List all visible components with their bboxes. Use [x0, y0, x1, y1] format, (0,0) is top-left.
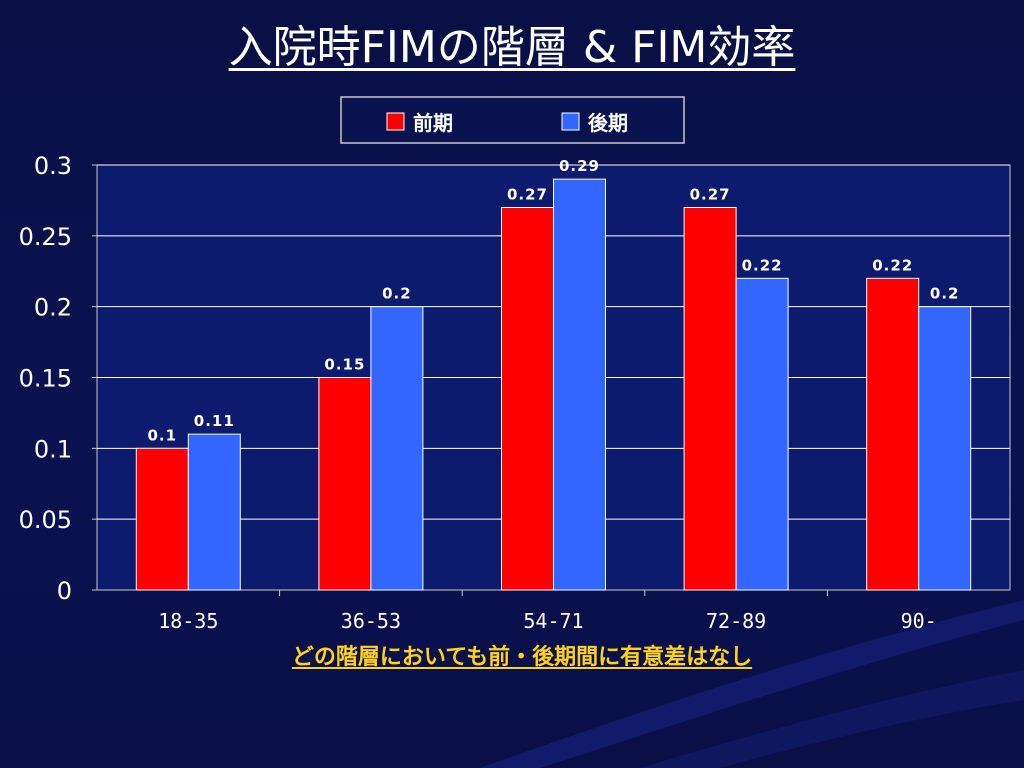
- legend-label-kouki: 後期: [588, 111, 628, 135]
- data-label: 0.2: [382, 285, 412, 303]
- bar-kouki-36-53: [370, 306, 424, 591]
- data-label: 0.22: [742, 256, 783, 274]
- x-tick-label: 18-35: [158, 609, 218, 633]
- bar-kouki-72-89: [735, 277, 789, 591]
- y-tick-label: 0.2: [34, 294, 72, 322]
- x-tick-label: 36-53: [341, 609, 401, 633]
- bar-kouki-90-: [918, 306, 972, 591]
- footnote: どの階層においても前・後期間に有意差はなし: [291, 645, 753, 670]
- bar-kouki-18-35: [187, 433, 241, 591]
- legend-swatch-zenki: [386, 112, 405, 131]
- y-tick-label: 0.25: [19, 223, 72, 251]
- bar-kouki-54-71: [553, 178, 606, 591]
- data-label: 0.11: [194, 412, 235, 430]
- data-label: 0.2: [930, 285, 960, 303]
- data-label: 0.29: [559, 157, 600, 175]
- y-tick-label: 0: [57, 577, 72, 605]
- data-label: 0.1: [148, 426, 178, 444]
- x-tick-label: 54-71: [523, 609, 583, 633]
- y-tick-label: 0.1: [34, 435, 72, 463]
- y-tick-label: 0.15: [19, 365, 72, 393]
- data-label: 0.22: [872, 256, 913, 274]
- x-tick-label: 72-89: [706, 609, 766, 633]
- bar-zenki-72-89: [683, 207, 737, 591]
- data-label: 0.27: [690, 186, 731, 204]
- bar-zenki-18-35: [135, 447, 189, 591]
- y-tick-label: 0.05: [19, 506, 72, 534]
- y-tick-label: 0.3: [34, 152, 72, 180]
- x-tick-label: 90-: [901, 609, 937, 633]
- bar-zenki-90-: [866, 277, 920, 591]
- legend-swatch-kouki: [561, 112, 580, 131]
- slide-title: 入院時FIMの階層 & FIM効率: [228, 22, 796, 73]
- bar-zenki-36-53: [318, 377, 372, 591]
- data-label: 0.27: [507, 186, 548, 204]
- legend-label-zenki: 前期: [413, 111, 453, 135]
- bar-zenki-54-71: [501, 207, 554, 591]
- data-label: 0.15: [324, 356, 365, 374]
